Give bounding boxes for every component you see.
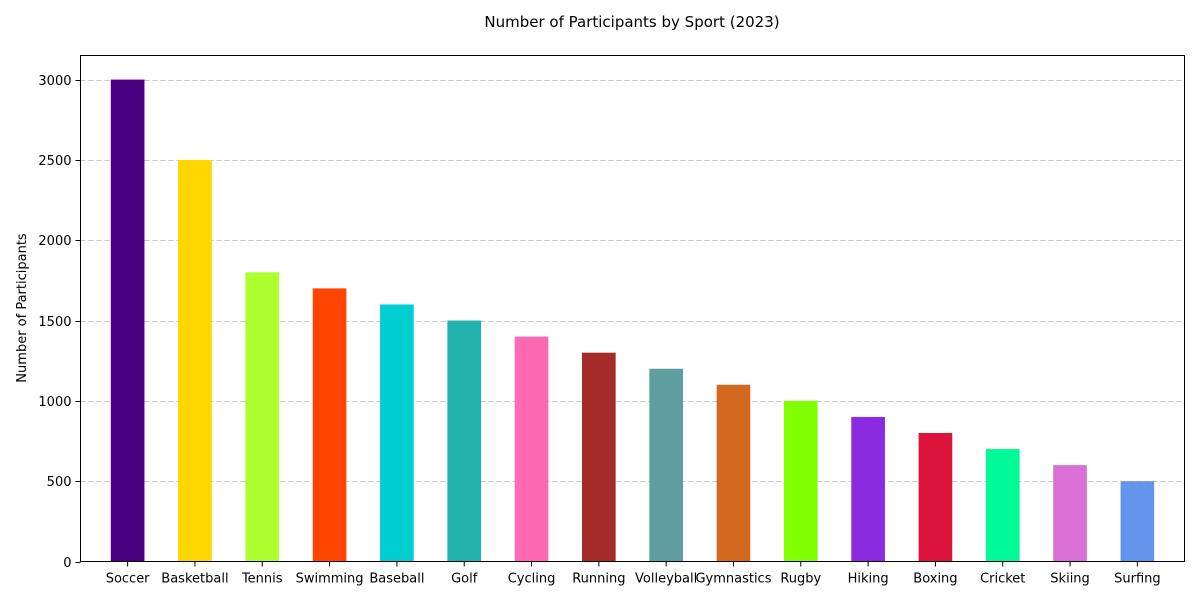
x-tick-label: Skiing (1050, 572, 1090, 587)
x-tick-label: Golf (451, 572, 478, 587)
y-tick-label: 500 (47, 475, 72, 490)
x-tick-label: Boxing (913, 572, 957, 587)
bar-baseball (380, 304, 414, 562)
bar-soccer (110, 79, 145, 562)
bar-tennis (245, 272, 280, 562)
y-tick-label: 3000 (38, 74, 71, 89)
bars (110, 79, 1155, 562)
y-tick-label: 2000 (38, 234, 71, 249)
y-tick-label: 1500 (38, 315, 71, 330)
x-tick-label: Volleyball (635, 572, 697, 587)
x-tick-label: Basketball (161, 572, 228, 587)
bar-cycling (514, 336, 549, 562)
bar-swimming (312, 288, 347, 562)
x-tick-label: Hiking (848, 572, 889, 587)
y-axis-label: Number of Participants (15, 233, 30, 383)
x-tick-label: Surfing (1114, 572, 1161, 587)
y-tick-label: 1000 (38, 395, 71, 410)
x-tick-label: Cricket (980, 572, 1025, 587)
bar-surfing (1120, 481, 1155, 562)
bar-skiing (1053, 465, 1087, 562)
x-tick-label: Gymnastics (695, 572, 771, 587)
x-tick-label: Baseball (369, 572, 424, 587)
x-tick-label: Tennis (241, 572, 283, 587)
x-tick-label: Soccer (106, 572, 150, 587)
x-tick-label: Rugby (780, 572, 821, 587)
bar-basketball (178, 159, 212, 562)
bar-running (582, 352, 616, 562)
bar-gymnastics (716, 384, 751, 562)
plot-frame (80, 55, 1185, 562)
bar-cricket (985, 449, 1020, 562)
x-tick-label: Cycling (508, 572, 556, 587)
bar-golf (447, 320, 482, 562)
bar-volleyball (649, 368, 683, 562)
chart-title: Number of Participants by Sport (2023) (484, 13, 779, 31)
bar-rugby (783, 400, 818, 562)
y-tick-label: 0 (63, 556, 71, 571)
x-axis-ticks: Soccer Basketball Tennis Swimming Baseball Go… (106, 561, 1161, 587)
x-tick-label: Running (572, 572, 625, 587)
y-axis-ticks: 0 500 1000 1500 2000 2500 3000 (38, 74, 81, 571)
bar-boxing (918, 432, 953, 562)
x-tick-label: Swimming (296, 572, 364, 587)
bar-hiking (851, 416, 885, 562)
y-tick-label: 2500 (38, 154, 71, 169)
